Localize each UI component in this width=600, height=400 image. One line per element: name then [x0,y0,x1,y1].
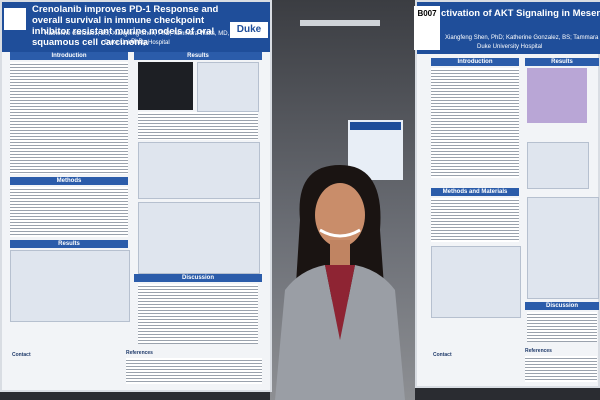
section-heading: Results [134,52,262,60]
section-heading: Methods [10,177,128,185]
poster-title: ctivation of AKT Signaling in Mesenchyma… [441,8,600,19]
section-heading: Contact [12,352,31,358]
blazer [275,265,405,400]
figure [10,250,130,322]
poster-affiliation: Duke University Hospital [104,40,170,46]
section-heading: Results [525,58,599,66]
face [315,183,365,247]
neck [330,240,350,265]
figure [138,202,260,274]
figure [197,62,259,112]
section-heading: Methods and Materials [431,188,519,196]
smile [319,228,361,238]
distant-poster-header [350,122,401,130]
text-block [138,284,258,344]
poster-header: Crenolanib improves PD-1 Response and ov… [2,2,270,52]
section-heading: References [126,350,153,356]
figure [138,142,260,199]
text-block [525,356,597,382]
text-block [126,358,262,384]
text-block [138,112,258,140]
text-block [10,62,128,174]
poster-authors: Xiangfeng Shen, PhD; Katherine Gonzalez,… [445,35,600,41]
section-heading: Introduction [431,58,519,66]
section-heading: Discussion [134,274,262,282]
section-heading: References [525,348,552,354]
text-block [431,198,519,242]
section-heading: Results [10,240,128,248]
person [275,165,405,400]
text-block [10,187,128,237]
figure [527,197,599,299]
section-heading: Contact [433,352,452,358]
figure [138,62,193,110]
ceiling-light [300,20,380,26]
figure [527,68,587,123]
qr-code [4,8,26,30]
figure [431,246,521,318]
poster-header: ctivation of AKT Signaling in Mesenchyma… [417,2,600,54]
section-heading: Discussion [525,302,599,310]
left-poster: Crenolanib improves PD-1 Response and ov… [0,0,272,392]
text-block [431,68,519,178]
poster-authors: Katherine Gonzalez, BS; Xiangfeng Shen, … [44,31,230,45]
board-id: B007 [414,6,440,50]
poster-title: Crenolanib improves PD-1 Response and ov… [32,4,219,48]
logo: Duke [230,22,268,38]
blouse [325,265,355,340]
right-poster: ctivation of AKT Signaling in Mesenchyma… [414,0,600,388]
figure [527,142,589,189]
section-heading: Introduction [10,52,128,60]
poster-affiliation: Duke University Hospital [477,44,543,50]
text-block [527,312,597,342]
